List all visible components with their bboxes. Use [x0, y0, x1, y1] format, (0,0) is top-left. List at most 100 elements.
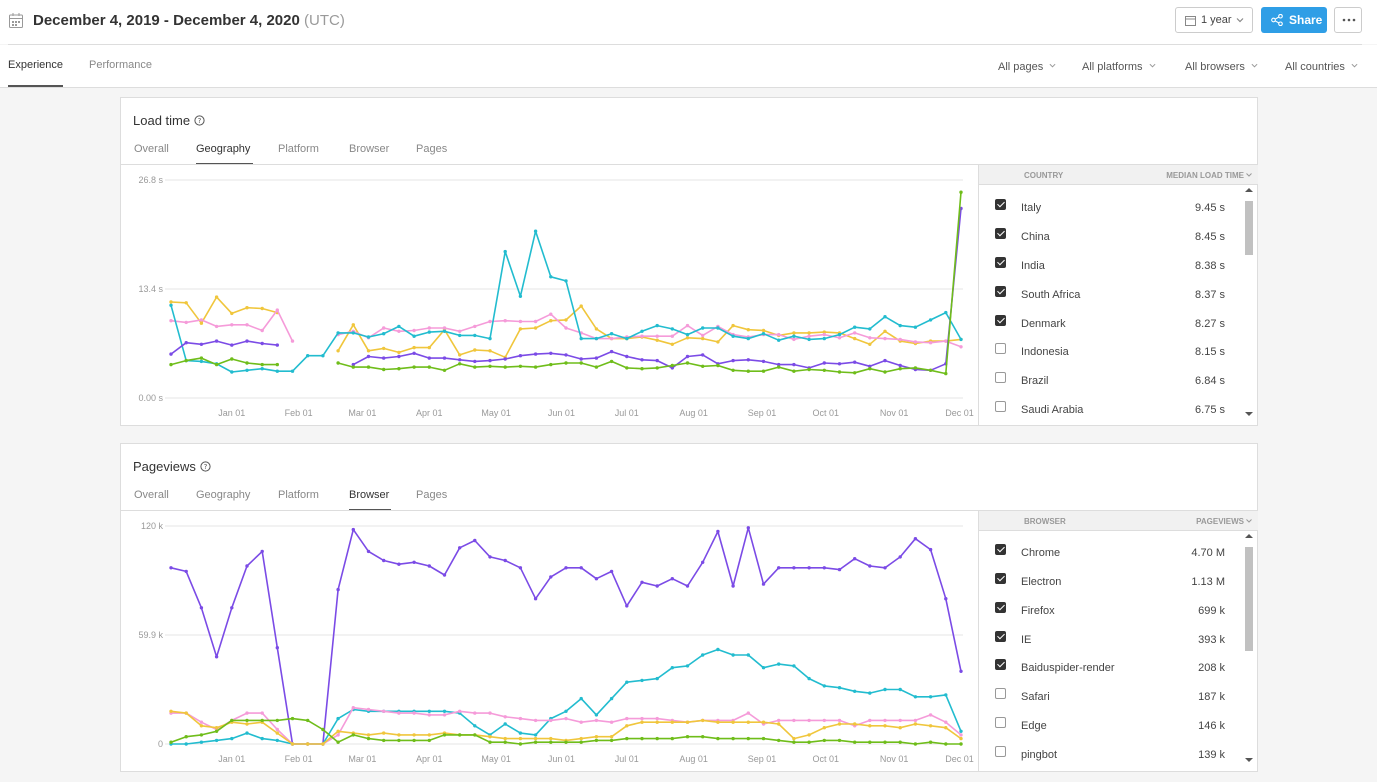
data-point — [397, 733, 401, 737]
checkbox[interactable] — [995, 544, 1006, 555]
pageviews-chart[interactable]: 0 59.9 k 120 k Jan 01 Feb 01 Mar 01 Apr 01 May … — [121, 511, 978, 771]
data-point — [944, 742, 948, 746]
data-point — [533, 597, 538, 601]
lt-tab-pages[interactable]: Pages — [416, 143, 448, 155]
checkbox[interactable] — [995, 688, 1006, 699]
browser-row[interactable]: Baiduspider-render 208 k — [979, 652, 1241, 681]
help-icon[interactable]: ? — [194, 115, 205, 126]
scroll-down-icon[interactable] — [1245, 757, 1253, 763]
country-row[interactable]: Brazil 6.84 s — [979, 365, 1241, 394]
data-point — [777, 362, 781, 367]
browser-row[interactable]: Edge 146 k — [979, 710, 1241, 739]
lt-tab-platform[interactable]: Platform — [278, 143, 319, 155]
browser-name: Safari — [1021, 691, 1050, 703]
checkbox[interactable] — [995, 228, 1006, 239]
country-row[interactable]: Indonesia 8.15 s — [979, 336, 1241, 365]
checkbox[interactable] — [995, 257, 1006, 268]
browser-row[interactable]: Electron 1.13 M — [979, 566, 1241, 595]
country-list-scrollbar[interactable] — [1243, 185, 1253, 423]
checkbox[interactable] — [995, 573, 1006, 584]
data-point — [853, 722, 857, 726]
browser-list: BROWSER PAGEVIEWS Chrome 4.70 M Electron 1… — [978, 511, 1258, 771]
scroll-thumb[interactable] — [1245, 547, 1253, 651]
checkbox[interactable] — [995, 746, 1006, 757]
checkbox[interactable] — [995, 659, 1006, 670]
scroll-up-icon[interactable] — [1245, 533, 1253, 539]
pv-tab-geography[interactable]: Geography — [196, 489, 251, 501]
country-column-header[interactable]: COUNTRY — [1024, 171, 1064, 180]
checkbox[interactable] — [995, 343, 1006, 354]
scroll-up-icon[interactable] — [1245, 187, 1253, 193]
scroll-down-icon[interactable] — [1245, 411, 1253, 417]
lt-tab-browser[interactable]: Browser — [349, 143, 390, 155]
data-point — [336, 716, 340, 721]
filter-browsers[interactable]: All browsers — [1185, 61, 1258, 73]
country-row[interactable]: Italy 9.45 s — [979, 192, 1241, 221]
tab-performance[interactable]: Performance — [89, 59, 152, 71]
checkbox[interactable] — [995, 602, 1006, 613]
data-point — [792, 337, 796, 342]
share-button[interactable]: Share — [1261, 7, 1327, 33]
checkbox[interactable] — [995, 401, 1006, 412]
filter-countries[interactable]: All countries — [1285, 61, 1358, 73]
scroll-thumb[interactable] — [1245, 201, 1253, 255]
country-row[interactable]: India 8.38 s — [979, 250, 1241, 279]
data-point — [230, 736, 234, 741]
browser-row[interactable]: Chrome 4.70 M — [979, 537, 1241, 566]
country-value: 8.45 s — [1195, 231, 1225, 243]
data-point — [382, 356, 386, 360]
chevron-down-icon — [1351, 63, 1358, 68]
data-point — [701, 718, 705, 723]
checkbox[interactable] — [995, 372, 1006, 383]
data-point — [199, 720, 204, 724]
period-dropdown[interactable]: 1 year — [1175, 7, 1253, 33]
data-point — [807, 367, 811, 372]
checkbox[interactable] — [995, 717, 1006, 728]
checkbox[interactable] — [995, 631, 1006, 642]
more-options-button[interactable] — [1334, 7, 1362, 33]
pv-tab-pages[interactable]: Pages — [416, 489, 448, 501]
browser-list-scrollbar[interactable] — [1243, 531, 1253, 769]
lt-active-tab-indicator — [196, 163, 253, 164]
pv-tab-platform[interactable]: Platform — [278, 489, 319, 501]
browser-row[interactable]: Safari 187 k — [979, 681, 1241, 710]
filter-pages[interactable]: All pages — [998, 61, 1056, 73]
filter-platforms[interactable]: All platforms — [1082, 61, 1156, 73]
lt-tab-geography[interactable]: Geography — [196, 143, 251, 155]
data-point — [366, 335, 371, 339]
country-row[interactable]: South Africa 8.37 s — [979, 279, 1241, 308]
help-icon[interactable]: ? — [200, 461, 211, 472]
data-point — [442, 573, 447, 577]
lt-tab-overall[interactable]: Overall — [134, 143, 169, 155]
data-point — [655, 584, 659, 588]
checkbox[interactable] — [995, 315, 1006, 326]
data-point — [898, 337, 902, 342]
data-point — [230, 357, 234, 361]
checkbox[interactable] — [995, 286, 1006, 297]
pv-tab-browser[interactable]: Browser — [349, 489, 390, 501]
data-point — [458, 362, 462, 366]
browser-column-header[interactable]: BROWSER — [1024, 517, 1066, 526]
series-line — [169, 716, 963, 746]
browser-row[interactable]: Firefox 699 k — [979, 595, 1241, 624]
country-row[interactable]: Denmark 8.27 s — [979, 308, 1241, 337]
tab-experience[interactable]: Experience — [8, 59, 64, 71]
data-point — [382, 731, 386, 735]
browser-row[interactable]: IE 393 k — [979, 624, 1241, 653]
data-point — [245, 722, 249, 726]
pv-tab-overall[interactable]: Overall — [134, 489, 169, 501]
data-point — [777, 365, 781, 369]
country-row[interactable]: China 8.45 s — [979, 221, 1241, 250]
data-point — [898, 740, 902, 744]
load-time-chart[interactable]: 0.00 s 13.4 s 26.8 s Jan 01 Feb 01 Mar 01 Apr … — [121, 165, 978, 425]
data-point — [579, 696, 583, 701]
pageviews-column-header[interactable]: PAGEVIEWS — [1196, 517, 1252, 526]
checkbox[interactable] — [995, 199, 1006, 210]
load-time-column-header[interactable]: MEDIAN LOAD TIME — [1166, 171, 1252, 180]
data-point — [564, 740, 568, 744]
data-point — [260, 736, 264, 741]
data-point — [655, 334, 659, 338]
browser-row[interactable]: pingbot 139 k — [979, 739, 1241, 768]
data-point — [427, 738, 431, 743]
country-row[interactable]: Saudi Arabia 6.75 s — [979, 394, 1241, 423]
